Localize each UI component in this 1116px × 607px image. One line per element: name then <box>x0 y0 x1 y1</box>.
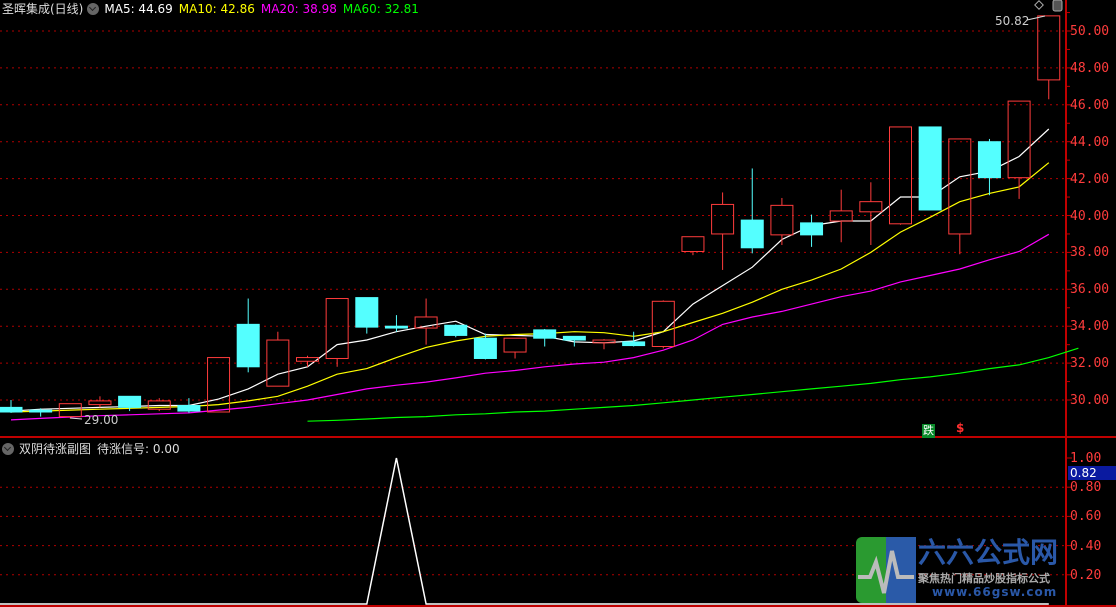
stock-title: 圣晖集成(日线) <box>2 2 84 16</box>
fall-marker: 跌 <box>922 424 935 438</box>
price-tick-label: 36.00 <box>1070 282 1110 298</box>
signal-value: 待涨信号: 0.00 <box>97 442 180 456</box>
candle-down <box>355 297 379 328</box>
dropdown-icon[interactable] <box>87 3 100 15</box>
candle-up <box>859 201 883 213</box>
low-label: 29.00 <box>84 413 119 427</box>
high-label: 50.82 <box>995 14 1030 28</box>
candle-down <box>622 341 646 347</box>
high-arrow <box>1026 15 1046 21</box>
price-tick-label: 34.00 <box>1070 319 1110 335</box>
signal-tick-label: 0.20 <box>1070 567 1102 583</box>
ma5-legend: MA5: 44.69 <box>104 2 173 16</box>
candle-up <box>1007 100 1031 179</box>
candle-up <box>325 298 349 359</box>
signal-marker: $ <box>956 421 965 435</box>
candle-up <box>1037 15 1061 81</box>
candle-up <box>651 300 675 347</box>
candle-up <box>770 204 794 236</box>
ma60-legend: MA60: 32.81 <box>342 2 419 16</box>
price-tick-label: 40.00 <box>1070 208 1110 224</box>
candle-up <box>414 316 438 329</box>
price-tick-label: 48.00 <box>1070 60 1110 76</box>
logo-url: www.66gsw.com <box>932 585 1058 599</box>
signal-line <box>0 457 1049 605</box>
candle-up <box>711 203 735 235</box>
candle-up <box>147 400 171 410</box>
current-value-tag: 0.82 <box>1068 466 1116 480</box>
candle-up <box>266 339 290 387</box>
candle-up <box>296 357 319 362</box>
signal-tick-label: 0.80 <box>1070 480 1102 496</box>
watermark-logo: 六六公式网 聚焦热门精品炒股指标公式 www.66gsw.com <box>856 536 1062 603</box>
diamond-icon <box>1034 0 1044 10</box>
dropdown-icon[interactable] <box>2 443 14 455</box>
sub-legend: 双阴待涨副图 待涨信号: 0.00 <box>2 440 186 457</box>
candle-up <box>503 337 527 353</box>
price-tick-label: 38.00 <box>1070 245 1110 261</box>
ma-line-ma20 <box>10 233 1050 421</box>
candle-down <box>444 324 468 336</box>
signal-tick-label: 1.00 <box>1070 451 1102 466</box>
candle-up <box>58 403 82 418</box>
ma10-legend: MA10: 42.86 <box>178 2 255 16</box>
candle-down <box>918 126 942 211</box>
price-tick-label: 30.00 <box>1070 393 1110 408</box>
candle-down <box>740 219 764 249</box>
candle-down <box>977 141 1001 179</box>
logo-name: 六六公式网 <box>918 536 1059 569</box>
candle-down <box>236 323 260 368</box>
candle-down <box>562 335 586 341</box>
main-legend: 圣晖集成(日线) MA5: 44.69 MA10: 42.86 MA20: 38.98… <box>2 0 425 17</box>
candle-up <box>829 210 853 222</box>
price-tick-label: 32.00 <box>1070 356 1110 372</box>
price-tick-label: 46.00 <box>1070 97 1110 113</box>
indicator-name: 双阴待涨副图 <box>19 442 92 456</box>
panel-toggle-icon <box>1052 0 1063 12</box>
signal-tick-label: 0.60 <box>1070 509 1102 525</box>
ma-line-ma60 <box>307 347 1079 422</box>
ma-line-ma10 <box>10 162 1050 413</box>
candle-up <box>207 357 231 413</box>
candle-down <box>800 222 824 236</box>
price-tick-label: 42.00 <box>1070 171 1110 187</box>
price-tick-label: 50.00 <box>1070 24 1110 39</box>
candle-up <box>889 126 912 225</box>
candle-up <box>681 236 705 252</box>
candle-down <box>533 329 557 339</box>
candle-up <box>948 138 972 235</box>
price-tick-label: 44.00 <box>1070 134 1110 150</box>
candle-up <box>88 400 112 406</box>
logo-slogan: 聚焦热门精品炒股指标公式 <box>918 572 1050 585</box>
candle-down <box>29 409 53 413</box>
candle-down <box>473 337 497 359</box>
ma20-legend: MA20: 38.98 <box>260 2 337 16</box>
candle-up <box>592 339 616 344</box>
candle-down <box>177 405 201 412</box>
low-arrow <box>69 417 83 420</box>
candle-down <box>384 325 408 329</box>
candle-down <box>0 406 23 413</box>
signal-tick-label: 0.40 <box>1070 538 1102 554</box>
logo-icon <box>856 537 916 603</box>
candle-down <box>118 395 142 408</box>
